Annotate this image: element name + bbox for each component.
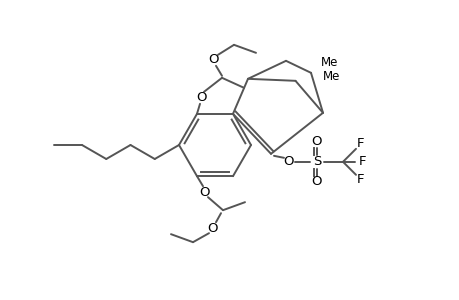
Text: Me: Me (322, 70, 340, 83)
Text: S: S (312, 155, 320, 168)
Text: F: F (357, 173, 364, 186)
Text: O: O (199, 186, 210, 199)
Text: O: O (283, 155, 294, 168)
Text: O: O (311, 135, 322, 148)
Text: F: F (357, 137, 364, 150)
Text: O: O (196, 91, 207, 104)
Text: O: O (207, 222, 218, 235)
Text: F: F (358, 155, 366, 168)
Text: O: O (311, 175, 322, 188)
Text: Me: Me (320, 56, 338, 69)
Text: O: O (208, 53, 219, 66)
